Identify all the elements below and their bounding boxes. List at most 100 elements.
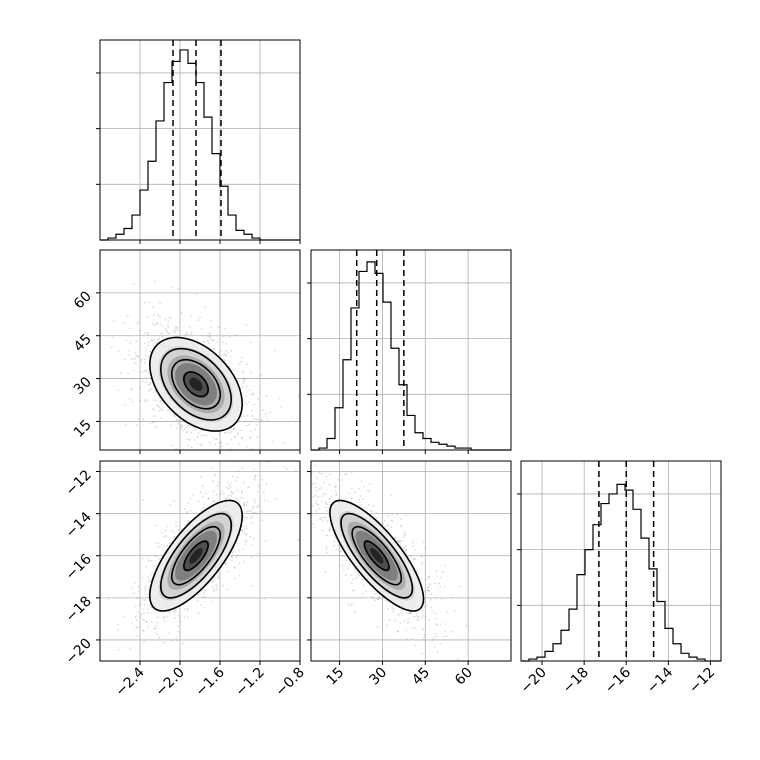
scatter-point bbox=[382, 522, 385, 525]
scatter-point bbox=[405, 612, 408, 614]
scatter-point bbox=[172, 330, 175, 333]
p12-joint-panel: 15 30 45 60 bbox=[71, 249, 301, 458]
scatter-point bbox=[429, 583, 432, 586]
histogram-bin bbox=[188, 63, 196, 240]
scatter-point bbox=[186, 438, 189, 440]
scatter-point bbox=[415, 618, 418, 621]
scatter-point bbox=[293, 509, 295, 511]
contour-line bbox=[351, 525, 403, 586]
scatter-point bbox=[185, 332, 187, 335]
x-tick-label: 60 bbox=[452, 665, 476, 689]
scatter-point bbox=[320, 487, 323, 489]
scatter-point bbox=[404, 548, 407, 551]
scatter-point bbox=[409, 611, 412, 614]
scatter-point bbox=[243, 456, 245, 458]
scatter-point bbox=[241, 490, 243, 492]
scatter-point bbox=[217, 433, 220, 435]
scatter-point bbox=[322, 520, 325, 522]
x-tick-label: −2.4 bbox=[112, 664, 147, 699]
scatter-point bbox=[223, 358, 226, 361]
scatter-point bbox=[144, 361, 146, 364]
scatter-point bbox=[314, 494, 317, 497]
scatter-point bbox=[142, 608, 145, 610]
scatter-point bbox=[325, 502, 327, 505]
scatter-point bbox=[242, 377, 245, 380]
scatter-point bbox=[208, 450, 210, 452]
scatter-point bbox=[153, 627, 156, 630]
scatter-point bbox=[392, 610, 395, 613]
scatter-point bbox=[417, 619, 420, 621]
scatter-point bbox=[393, 608, 395, 610]
scatter-point bbox=[159, 401, 162, 403]
histogram-bin bbox=[641, 538, 649, 661]
scatter-point bbox=[404, 549, 407, 552]
scatter-point bbox=[257, 418, 260, 421]
scatter-point bbox=[428, 576, 431, 578]
scatter-point bbox=[421, 615, 424, 617]
axes-frame bbox=[310, 249, 512, 451]
scatter-point bbox=[445, 635, 448, 638]
scatter-point bbox=[177, 630, 180, 633]
scatter-point bbox=[117, 648, 120, 651]
scatter-point bbox=[243, 501, 246, 504]
scatter-point bbox=[244, 401, 246, 404]
scatter-point bbox=[318, 471, 321, 474]
scatter-point bbox=[226, 481, 229, 484]
scatter-point bbox=[434, 632, 437, 635]
scatter-point bbox=[347, 603, 350, 605]
scatter-point bbox=[225, 349, 228, 352]
scatter-point bbox=[417, 616, 420, 618]
histogram-step-line bbox=[521, 483, 721, 662]
scatter-point bbox=[160, 407, 163, 410]
scatter-point bbox=[190, 446, 193, 449]
scatter-point bbox=[125, 339, 128, 342]
scatter-point bbox=[426, 589, 429, 591]
scatter-point bbox=[94, 620, 96, 622]
scatter-point bbox=[420, 652, 423, 655]
scatter-point bbox=[223, 352, 226, 355]
scatter-point bbox=[152, 314, 155, 316]
scatter-point bbox=[130, 389, 133, 392]
scatter-point bbox=[319, 517, 321, 520]
scatter-point bbox=[135, 423, 138, 426]
scatter-point bbox=[215, 588, 218, 591]
scatter-point bbox=[351, 589, 354, 592]
scatter-point bbox=[226, 443, 228, 445]
x-tick-label: 15 bbox=[323, 665, 347, 689]
scatter-point bbox=[244, 543, 246, 546]
scatter-point bbox=[176, 326, 178, 329]
scatter-point bbox=[132, 592, 135, 595]
scatter-point bbox=[405, 637, 408, 640]
scatter-point bbox=[387, 524, 390, 526]
scatter-point bbox=[224, 562, 227, 564]
scatter-point bbox=[137, 356, 140, 359]
scatter-point bbox=[209, 336, 212, 339]
scatter-point bbox=[166, 324, 169, 327]
scatter-point bbox=[404, 619, 406, 622]
scatter-point bbox=[387, 607, 389, 610]
scatter-point bbox=[242, 525, 245, 528]
scatter-point bbox=[165, 525, 168, 528]
scatter-point bbox=[172, 500, 175, 502]
scatter-point bbox=[241, 530, 244, 532]
scatter-point bbox=[253, 499, 256, 501]
scatter-point bbox=[151, 322, 154, 325]
p3-hist-panel: −20 −18 −16 −14 −12 bbox=[517, 460, 722, 697]
contour-line bbox=[160, 347, 233, 421]
scatter-point bbox=[362, 498, 365, 501]
scatter-point bbox=[435, 623, 437, 626]
y-tick-label: −12 bbox=[63, 467, 95, 499]
scatter-point bbox=[197, 612, 200, 615]
scatter-point bbox=[190, 333, 193, 336]
axes-frame bbox=[99, 249, 301, 451]
scatter-point bbox=[155, 555, 158, 558]
scatter-point bbox=[149, 605, 152, 608]
scatter-point bbox=[201, 485, 204, 488]
scatter-point bbox=[391, 607, 393, 609]
scatter-point bbox=[265, 482, 268, 485]
scatter-point bbox=[350, 604, 353, 607]
scatter-point bbox=[135, 340, 138, 343]
scatter-point bbox=[141, 380, 144, 383]
scatter-point bbox=[249, 436, 252, 439]
scatter-point bbox=[143, 619, 146, 622]
